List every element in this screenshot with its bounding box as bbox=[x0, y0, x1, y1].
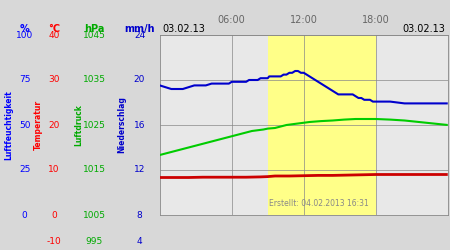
Bar bbox=[268, 35, 376, 215]
Text: 03.02.13: 03.02.13 bbox=[403, 24, 446, 34]
Text: 1035: 1035 bbox=[83, 76, 106, 84]
Text: 50: 50 bbox=[19, 120, 31, 130]
Text: 10: 10 bbox=[48, 166, 60, 174]
Text: 8: 8 bbox=[137, 210, 142, 220]
Text: 1045: 1045 bbox=[83, 30, 106, 40]
Text: 0: 0 bbox=[22, 210, 27, 220]
Text: 20: 20 bbox=[48, 120, 60, 130]
Text: 0: 0 bbox=[51, 210, 57, 220]
Text: mm/h: mm/h bbox=[124, 24, 155, 34]
Text: 20: 20 bbox=[134, 76, 145, 84]
Text: Niederschlag: Niederschlag bbox=[117, 96, 126, 154]
Text: Erstellt: 04.02.2013 16:31: Erstellt: 04.02.2013 16:31 bbox=[269, 199, 369, 208]
Text: %: % bbox=[20, 24, 30, 34]
Text: 100: 100 bbox=[16, 30, 33, 40]
Text: 1005: 1005 bbox=[83, 210, 106, 220]
Text: 4: 4 bbox=[137, 238, 142, 246]
Text: 75: 75 bbox=[19, 76, 31, 84]
Text: °C: °C bbox=[48, 24, 60, 34]
Text: 1015: 1015 bbox=[83, 166, 106, 174]
Text: 16: 16 bbox=[134, 120, 145, 130]
Text: hPa: hPa bbox=[84, 24, 105, 34]
Text: -10: -10 bbox=[47, 238, 61, 246]
Text: Luftfeuchtigkeit: Luftfeuchtigkeit bbox=[4, 90, 13, 160]
Text: 1025: 1025 bbox=[83, 120, 106, 130]
Text: 25: 25 bbox=[19, 166, 31, 174]
Text: 24: 24 bbox=[134, 30, 145, 40]
Text: 03.02.13: 03.02.13 bbox=[162, 24, 205, 34]
Text: Temperatur: Temperatur bbox=[34, 100, 43, 150]
Text: 40: 40 bbox=[48, 30, 60, 40]
Text: 06:00: 06:00 bbox=[218, 15, 246, 25]
Text: 18:00: 18:00 bbox=[362, 15, 390, 25]
Text: 30: 30 bbox=[48, 76, 60, 84]
Text: 12: 12 bbox=[134, 166, 145, 174]
Text: 995: 995 bbox=[86, 238, 103, 246]
Text: Luftdruck: Luftdruck bbox=[74, 104, 83, 146]
Text: 12:00: 12:00 bbox=[290, 15, 318, 25]
